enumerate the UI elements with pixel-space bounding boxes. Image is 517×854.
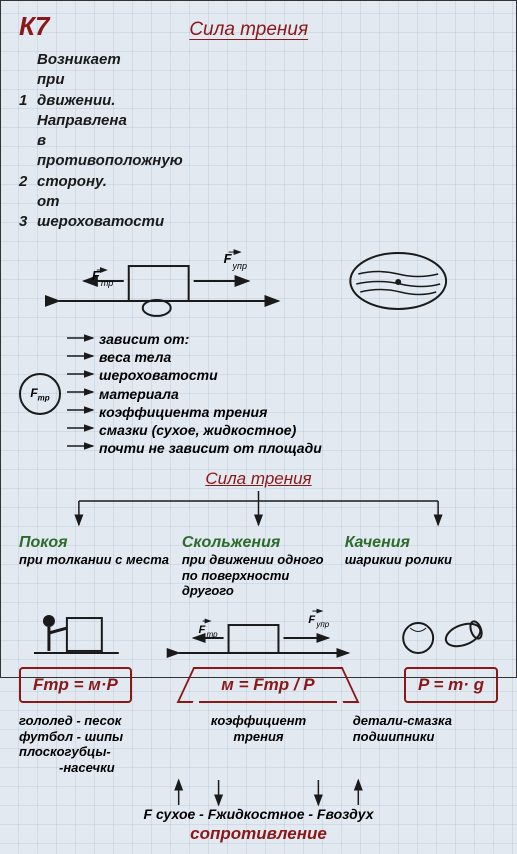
svg-text:F: F	[199, 624, 206, 636]
types-section: Сила трения Покоя при толкании с места С…	[19, 469, 498, 703]
code-label: К7	[19, 11, 49, 42]
diagram-forces: F тр F упр	[19, 236, 498, 326]
svg-text:упр: упр	[315, 620, 329, 629]
branches-row: Покоя при толкании с места Скольжения пр…	[19, 534, 498, 599]
friction-force-circle: Fтр	[19, 373, 61, 415]
list-item: 1Возникает при движении.	[19, 50, 498, 111]
branch-rest: Покоя при толкании с места	[19, 534, 172, 599]
svg-text:упр: упр	[232, 261, 247, 271]
dep-item: смазки (сухое, жидкостное)	[99, 421, 322, 439]
dep-item: шероховатости	[99, 366, 322, 384]
examples-right: детали-смазка подшипники	[345, 713, 498, 775]
header: К7 Сила трения	[19, 11, 498, 42]
dep-arrows-icon	[65, 326, 95, 461]
svg-text:F: F	[92, 268, 101, 283]
list-item: 3от шероховатости	[19, 192, 498, 233]
dep-item: коэффициента трения	[99, 403, 322, 421]
formulas-row: Fтр = м·P м = Fтр / P P = m· g	[19, 667, 498, 703]
dependencies-list: зависит от: веса тела шероховатости мате…	[99, 330, 322, 457]
dep-item: почти не зависит от площади	[99, 439, 322, 457]
svg-text:тр: тр	[101, 278, 113, 288]
branch-sliding: Скольжения при движении одного по поверх…	[182, 534, 335, 599]
formula-p: P = m· g	[404, 667, 498, 703]
types-title: Сила трения	[205, 469, 311, 488]
bottom-arrows-icon	[19, 775, 498, 810]
dep-item: веса тела	[99, 348, 322, 366]
page-title: Сила трения	[49, 19, 448, 41]
svg-text:F: F	[308, 614, 315, 626]
dep-head: зависит от:	[99, 330, 322, 348]
formula-ftr: Fтр = м·P	[19, 667, 132, 703]
svg-text:тр: тр	[207, 630, 219, 639]
list-item: 2Направлена в противоположную сторону.	[19, 111, 498, 192]
properties-list: 1Возникает при движении. 2Направлена в п…	[19, 50, 498, 232]
svg-text:F: F	[224, 251, 233, 266]
diagram-types: Fтр Fупр	[19, 603, 498, 663]
branch-rolling: Качения шарикии ролики	[345, 534, 498, 599]
tree-arrows-icon	[19, 489, 498, 534]
bottom-examples: гололед - песок футбол - шипы плоскогубц…	[19, 713, 498, 775]
resistance-label: сопротивление	[19, 824, 498, 844]
formula-mu: м = Fтр / P	[199, 667, 336, 703]
examples-mid: коэффициент трения	[182, 713, 335, 775]
examples-left: гололед - песок футбол - шипы плоскогубц…	[19, 713, 172, 775]
dep-item: материала	[99, 385, 322, 403]
dependencies-block: Fтр зависит от: веса тела шероховатости …	[19, 326, 498, 461]
